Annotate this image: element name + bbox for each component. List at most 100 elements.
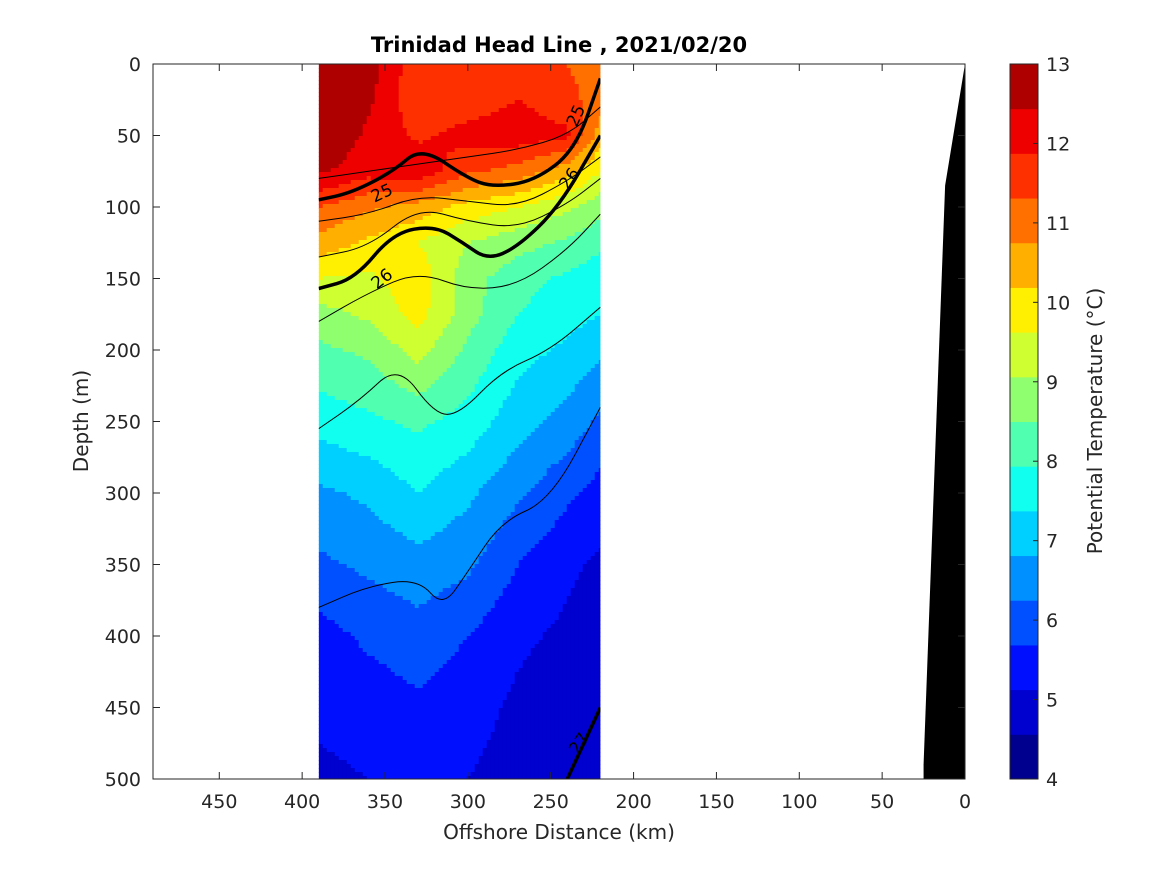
field-cell xyxy=(350,204,356,209)
field-cell xyxy=(402,208,408,213)
field-cell xyxy=(530,308,536,313)
field-cell xyxy=(582,264,588,269)
field-cell xyxy=(506,104,512,109)
field-cell xyxy=(382,332,388,337)
field-cell xyxy=(526,332,532,337)
field-cell xyxy=(598,212,601,217)
field-cell xyxy=(334,204,340,209)
field-cell xyxy=(378,312,384,317)
field-cell xyxy=(562,212,568,217)
field-cell xyxy=(542,232,548,237)
field-cell xyxy=(358,308,364,313)
field-cell xyxy=(374,284,380,289)
field-cell xyxy=(338,120,344,125)
field-cell xyxy=(418,124,424,129)
field-cell xyxy=(362,140,368,145)
field-cell xyxy=(362,256,368,261)
field-cell xyxy=(414,180,420,185)
field-cell xyxy=(334,72,340,77)
field-cell xyxy=(394,276,400,281)
field-cell xyxy=(398,224,404,229)
field-cell xyxy=(526,128,532,133)
field-cell xyxy=(582,68,588,73)
field-cell xyxy=(558,260,564,265)
field-cell xyxy=(514,232,520,237)
field-cell xyxy=(390,88,396,93)
field-cell xyxy=(518,256,524,261)
field-cell xyxy=(506,316,512,321)
field-cell xyxy=(542,204,548,209)
field-cell xyxy=(390,228,396,233)
field-cell xyxy=(418,164,424,169)
field-cell xyxy=(386,212,392,217)
field-cell xyxy=(526,164,532,169)
field-cell xyxy=(434,192,440,197)
field-cell xyxy=(506,284,512,289)
field-cell xyxy=(434,80,440,85)
field-cell xyxy=(354,112,360,117)
field-cell xyxy=(562,144,568,149)
field-cell xyxy=(394,328,400,333)
field-cell xyxy=(338,240,344,245)
field-cell xyxy=(322,236,328,241)
field-cell xyxy=(550,84,556,89)
field-cell xyxy=(446,92,452,97)
field-cell xyxy=(370,252,376,257)
field-cell xyxy=(558,256,564,261)
field-cell xyxy=(418,176,424,181)
field-cell xyxy=(330,188,336,193)
field-cell xyxy=(390,344,396,349)
field-cell xyxy=(406,124,412,129)
field-cell xyxy=(502,268,508,273)
field-cell xyxy=(418,104,424,109)
field-cell xyxy=(374,280,380,285)
field-cell xyxy=(506,292,512,297)
field-cell xyxy=(478,192,484,197)
field-cell xyxy=(518,156,524,161)
field-cell xyxy=(454,256,460,261)
field-cell xyxy=(402,128,408,133)
field-cell xyxy=(470,112,476,117)
field-cell xyxy=(586,208,592,213)
field-cell xyxy=(334,84,340,89)
field-cell xyxy=(590,216,596,221)
field-cell xyxy=(534,200,540,205)
field-cell xyxy=(330,220,336,225)
field-cell xyxy=(498,216,504,221)
field-cell xyxy=(350,344,356,349)
field-cell xyxy=(490,288,496,293)
field-cell xyxy=(326,232,332,237)
field-cell xyxy=(518,76,524,81)
field-cell xyxy=(386,252,392,257)
field-cell xyxy=(566,280,572,285)
field-cell xyxy=(318,256,324,261)
field-cell xyxy=(566,144,572,149)
field-cell xyxy=(322,260,328,265)
field-cell xyxy=(582,288,588,293)
field-cell xyxy=(326,180,332,185)
field-cell xyxy=(534,320,540,325)
field-cell xyxy=(486,172,492,177)
field-cell xyxy=(406,216,412,221)
field-cell xyxy=(370,236,376,241)
field-cell xyxy=(334,212,340,217)
field-cell xyxy=(558,340,564,345)
field-cell xyxy=(522,268,528,273)
field-cell xyxy=(462,108,468,113)
field-cell xyxy=(358,304,364,309)
field-cell xyxy=(450,256,456,261)
field-cell xyxy=(462,252,468,257)
field-cell xyxy=(398,320,404,325)
field-cell xyxy=(446,236,452,241)
field-cell xyxy=(590,264,596,269)
field-cell xyxy=(530,108,536,113)
field-cell xyxy=(538,300,544,305)
field-cell xyxy=(330,288,336,293)
field-cell xyxy=(434,236,440,241)
field-cell xyxy=(398,324,404,329)
field-cell xyxy=(450,140,456,145)
field-cell xyxy=(374,256,380,261)
field-cell xyxy=(450,340,456,345)
field-cell xyxy=(478,212,484,217)
field-cell xyxy=(402,212,408,217)
